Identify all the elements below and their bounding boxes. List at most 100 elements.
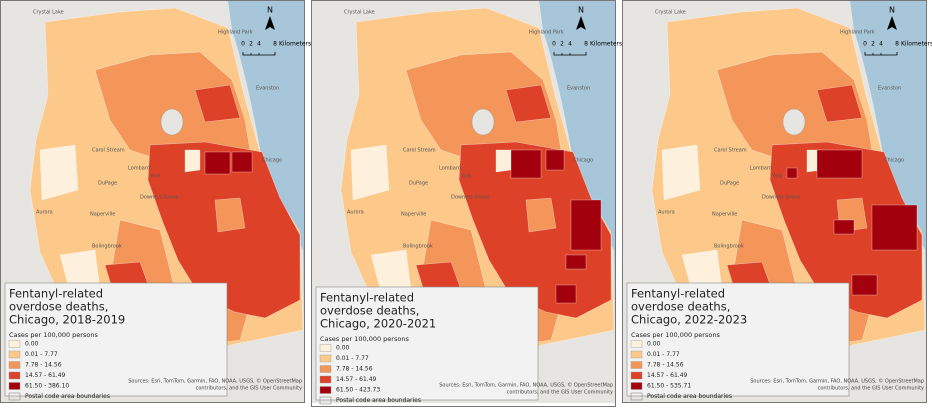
legend-label: 7.78 - 14.56 (25, 362, 62, 369)
legend-label: Postal code area boundaries (25, 393, 110, 400)
place-label: York (149, 174, 161, 180)
legend-label: 0.01 - 7.77 (647, 351, 680, 358)
legend-title: overdose deaths, (320, 304, 419, 318)
place-label: Carol Stream (403, 148, 436, 154)
place-label: Crystal Lake (344, 10, 375, 16)
north-arrow (265, 16, 275, 30)
legend-swatch-boundary (319, 396, 332, 405)
place-label: Crystal Lake (33, 10, 64, 16)
scale-tick: 8 (584, 41, 588, 48)
legend-title: overdose deaths, (631, 300, 730, 314)
legend-swatch (630, 350, 643, 359)
attribution: Sources: Esri, TomTom, Garmin, FAO, NOAA… (750, 378, 924, 385)
place-label: Evanston (256, 86, 279, 92)
legend-label: 61.50 - 423.73 (336, 387, 380, 394)
hotspot-zip (545, 149, 565, 171)
legend-label: Postal code area boundaries (647, 393, 732, 400)
hotspot-zip (231, 151, 253, 173)
attribution: contributors, and the GIS User Community (507, 390, 613, 396)
legend-swatch (630, 361, 643, 369)
legend-label: 0.00 (647, 341, 661, 348)
hotspot-zip (833, 219, 855, 235)
scale-tick: 4 (879, 41, 883, 48)
hotspot-zip (816, 149, 863, 179)
place-label: Carol Stream (92, 148, 125, 154)
legend-swatch-boundary (630, 392, 643, 401)
scale-tick: 4 (568, 41, 572, 48)
legend-swatch (8, 350, 21, 359)
legend-box (4, 282, 228, 397)
place-label: Highland Park (529, 30, 564, 36)
place-label: Chicago (573, 158, 593, 164)
scale-unit: Kilometers (901, 41, 932, 48)
legend-swatch-boundary (8, 392, 21, 401)
scale-unit: Kilometers (590, 41, 622, 48)
place-label: Downers Grove (762, 195, 800, 201)
north-label: N (267, 6, 273, 15)
legend-label: 0.00 (25, 341, 39, 348)
hotspot-zip (570, 199, 602, 251)
legend-title: Chicago, 2018-2019 (9, 313, 125, 327)
scale-tick: 0 (552, 41, 556, 48)
legend-label: 61.50 - 535.71 (647, 383, 691, 390)
legend-box (626, 282, 850, 397)
legend-label: 7.78 - 14.56 (336, 366, 373, 373)
place-label: Downers Grove (140, 195, 178, 201)
place-label: Carol Stream (714, 148, 747, 154)
legend-label: 0.00 (336, 345, 350, 352)
scale-bar (553, 52, 587, 56)
place-label: DuPage (98, 181, 117, 187)
place-label: Naperville (401, 212, 426, 218)
place-label: Aurora (658, 210, 675, 216)
legend-swatch (630, 382, 643, 390)
panel-frame (0, 0, 305, 403)
north-arrow (887, 16, 897, 30)
place-label: York (771, 174, 783, 180)
map-panel: Crystal Lake Highland Park Evanston Chicago… (311, 0, 622, 407)
legend-swatch (319, 386, 332, 394)
place-label: Crystal Lake (655, 10, 686, 16)
hotspot-zip (851, 274, 878, 296)
north-label: N (889, 6, 895, 15)
place-label: DuPage (409, 181, 428, 187)
legend-heading: Cases per 100,000 persons (320, 335, 409, 343)
place-label: Evanston (878, 86, 901, 92)
legend-swatch (8, 340, 21, 348)
legend-swatch (319, 354, 332, 363)
legend-swatch (8, 382, 21, 390)
legend-heading: Cases per 100,000 persons (631, 331, 720, 339)
legend-label: 0.01 - 7.77 (25, 351, 58, 358)
place-label: DuPage (720, 181, 739, 187)
place-label: Bolingbrook (403, 244, 433, 250)
scale-bar (864, 52, 898, 56)
legend-box (315, 286, 539, 401)
legend-swatch (8, 361, 21, 369)
scale-tick: 0 (863, 41, 867, 48)
legend-title: Chicago, 2020-2021 (320, 317, 436, 331)
legend-title: Fentanyl-related (9, 287, 103, 301)
legend-label: 14.57 - 61.49 (336, 376, 377, 383)
place-label: Naperville (712, 212, 737, 218)
place-label: Highland Park (218, 30, 253, 36)
legend-label: 14.57 - 61.49 (25, 372, 66, 379)
place-label: Aurora (347, 210, 364, 216)
legend-title: Chicago, 2022-2023 (631, 313, 747, 327)
place-label: Bolingbrook (714, 244, 744, 250)
scale-tick: 8 (273, 41, 277, 48)
scale-tick: 2 (249, 41, 253, 48)
hotspot-zip (510, 149, 542, 179)
scale-unit: Kilometers (279, 41, 311, 48)
place-label: Lombard (128, 166, 150, 172)
hotspot-zip (555, 284, 577, 304)
legend-label: Postal code area boundaries (336, 397, 421, 404)
place-label: Evanston (567, 86, 590, 92)
legend-heading: Cases per 100,000 persons (9, 331, 98, 339)
scale-tick: 2 (871, 41, 875, 48)
place-label: York (460, 174, 472, 180)
scale-tick: 0 (241, 41, 245, 48)
scale-tick: 2 (560, 41, 564, 48)
place-label: Highland Park (840, 30, 875, 36)
hotspot-zip (786, 167, 798, 179)
